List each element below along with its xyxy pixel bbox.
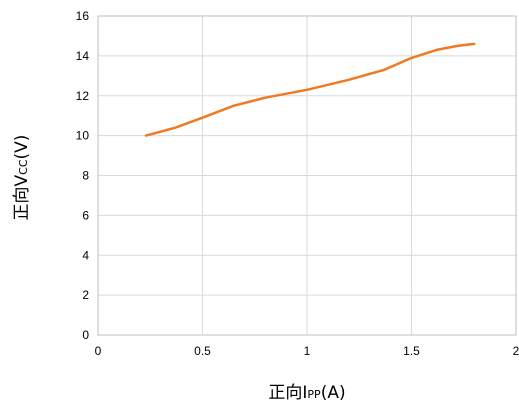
y-tick-label: 4 (82, 248, 89, 262)
y-tick-label: 10 (76, 129, 90, 143)
y-axis-title: 正向VCC(V) (12, 135, 32, 221)
y-axis-title-suffix: (V) (12, 135, 32, 160)
x-axis-title: 正向IPP(A) (268, 383, 345, 403)
x-axis-title-suffix: (A) (321, 383, 346, 403)
y-tick-label: 8 (82, 169, 89, 183)
y-tick-label: 6 (82, 208, 89, 222)
y-axis-title-subscript: CC (17, 159, 30, 175)
x-tick-label: 0 (95, 344, 102, 358)
series-line (144, 42, 476, 137)
series-layer (144, 42, 476, 137)
y-tick-labels: 0 2 4 6 8 10 12 14 16 (76, 9, 90, 342)
x-tick-label: 1 (304, 344, 311, 358)
x-tick-label: 2 (513, 344, 519, 358)
y-tick-label: 16 (76, 9, 90, 23)
y-tick-label: 12 (76, 89, 90, 103)
y-tick-label: 14 (76, 49, 90, 63)
x-tick-label: 1.5 (403, 344, 420, 358)
x-axis-title-prefix: 正向I (268, 383, 307, 403)
y-axis-title-prefix: 正向V (12, 174, 32, 220)
plot-area-frame (97, 15, 517, 336)
x-axis-title-subscript: PP (307, 388, 321, 401)
y-tick-label: 0 (82, 328, 89, 342)
y-tick-label: 2 (82, 288, 89, 302)
x-tick-label: 0.5 (194, 344, 211, 358)
x-tick-labels: 0 0.5 1 1.5 2 (95, 344, 519, 358)
